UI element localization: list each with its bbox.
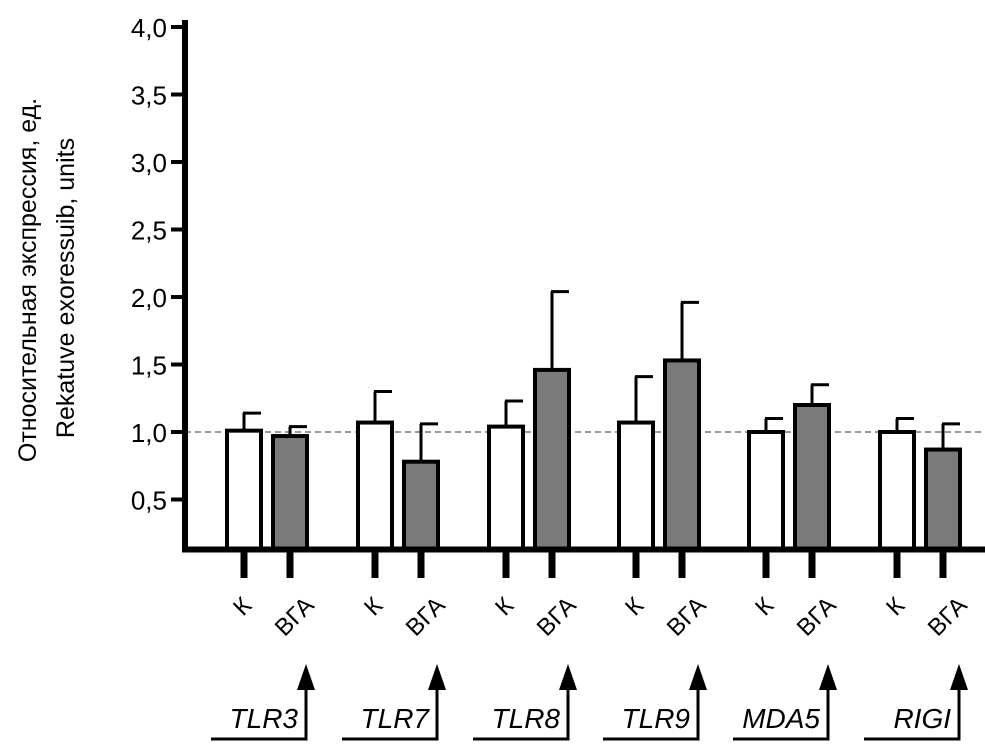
gene-label: TLR9 [622, 703, 690, 734]
gene-label: TLR3 [230, 703, 299, 734]
y-tick-label: 4,0 [131, 13, 167, 43]
y-axis-title: Относительная экспрессия, ед. Rekatuve e… [14, 98, 80, 462]
gene-label: TLR8 [492, 703, 561, 734]
gene-arrow-head [559, 664, 577, 690]
bar-rigi-vga [924, 447, 962, 552]
bar-tlr7-k [356, 420, 394, 552]
y-tick-label: 2,0 [131, 283, 167, 313]
gene-label: MDA5 [742, 703, 820, 734]
x-tick-label: ВГА [662, 592, 712, 642]
x-tick-label: ВГА [792, 592, 842, 642]
gene-arrow [733, 685, 830, 741]
gene-arrow-head [689, 664, 707, 690]
x-tick-label: К [490, 592, 519, 621]
x-tick-label: К [620, 592, 649, 621]
gene-arrow [603, 685, 700, 741]
y-tick-label: 3,0 [131, 148, 167, 178]
bar-tlr9-k [617, 420, 655, 552]
bar-rigi-k [878, 430, 916, 552]
x-tick-label: К [750, 592, 779, 621]
gene-arrow [864, 685, 961, 741]
bar-tlr8-vga [533, 367, 571, 552]
bar-tlr7-vga [402, 459, 440, 552]
bar-mda5-vga [793, 403, 831, 552]
x-tick-label: ВГА [401, 592, 451, 642]
bar-tlr3-k [225, 428, 263, 552]
bar-tlr8-k [487, 424, 525, 552]
x-tick-label: ВГА [532, 592, 582, 642]
bar-tlr3-vga [271, 434, 309, 552]
y-tick-label: 3,5 [131, 81, 167, 111]
gene-arrow-head [819, 664, 837, 690]
gene-arrow [342, 685, 439, 741]
x-tick-label: ВГА [270, 592, 320, 642]
gene-arrow-head [950, 664, 968, 690]
gene-arrow-head [297, 664, 315, 690]
x-tick-label: ВГА [923, 592, 973, 642]
gene-label: TLR7 [361, 703, 431, 734]
x-tick-label: К [881, 592, 910, 621]
x-tick-label: К [359, 592, 388, 621]
x-tick-label: К [228, 592, 257, 621]
bar-mda5-k [747, 430, 785, 552]
y-tick-label: 1,0 [131, 418, 167, 448]
y-tick-label: 1,5 [131, 351, 167, 381]
y-axis-title-ru: Относительная экспрессия, ед. [14, 98, 42, 462]
gene-label: RIGI [893, 703, 951, 734]
bar-tlr9-vga [663, 358, 701, 552]
y-tick-label: 0,5 [131, 486, 167, 516]
gene-arrow-head [428, 664, 446, 690]
y-tick-label: 2,5 [131, 216, 167, 246]
gene-arrow [211, 685, 308, 741]
y-axis-title-en: Rekatuve exoressuib, units [52, 138, 80, 438]
gene-arrow [473, 685, 570, 741]
